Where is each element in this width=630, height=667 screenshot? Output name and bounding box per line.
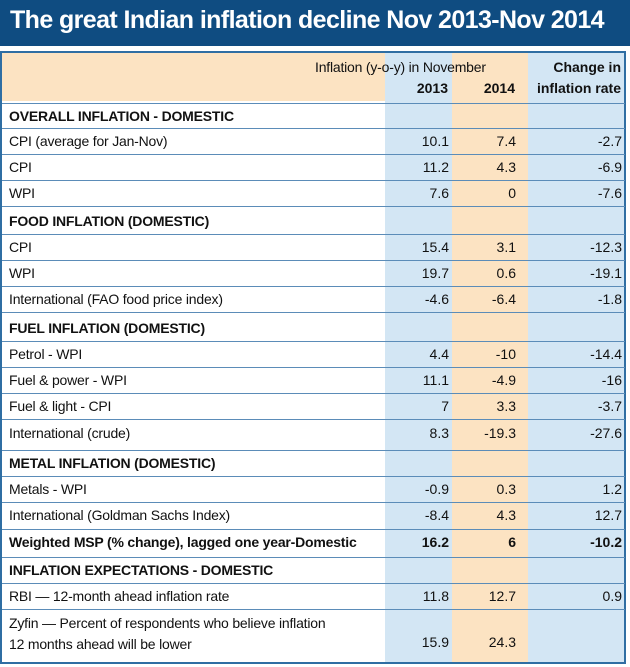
value-change: -7.6 bbox=[597, 185, 622, 201]
value-2014: 12.7 bbox=[488, 588, 516, 604]
value-2013: 10.1 bbox=[421, 133, 449, 149]
row-divider bbox=[2, 260, 625, 261]
value-2014: -6.4 bbox=[491, 291, 516, 307]
header-year-2014: 2014 bbox=[483, 80, 515, 96]
row-label: International (FAO food price index) bbox=[9, 291, 223, 307]
row-divider bbox=[2, 557, 625, 558]
value-change: -1.8 bbox=[597, 291, 622, 307]
row-divider bbox=[2, 583, 625, 584]
value-2014: -10 bbox=[495, 346, 516, 362]
value-2014: 6 bbox=[508, 534, 516, 550]
row-divider bbox=[2, 393, 625, 394]
header-2013-background bbox=[385, 53, 452, 101]
row-label: Fuel & power - WPI bbox=[9, 372, 127, 388]
row-label: Metals - WPI bbox=[9, 481, 87, 497]
row-label: International (Goldman Sachs Index) bbox=[9, 507, 231, 523]
row-divider bbox=[2, 476, 625, 477]
row-divider bbox=[2, 367, 625, 368]
row-label: WPI bbox=[9, 185, 35, 201]
header-change-background bbox=[528, 53, 625, 101]
value-2013: -8.4 bbox=[424, 507, 449, 523]
header-change-line2: inflation rate bbox=[536, 80, 621, 96]
value-change: -3.7 bbox=[597, 398, 622, 414]
row-label: FUEL INFLATION (DOMESTIC) bbox=[9, 320, 205, 336]
value-2013: 11.1 bbox=[422, 372, 449, 388]
row-label: INFLATION EXPECTATIONS - DOMESTIC bbox=[9, 562, 274, 578]
value-2013: 19.7 bbox=[421, 265, 449, 281]
row-label: WPI bbox=[9, 265, 35, 281]
page-title: The great Indian inflation decline Nov 2… bbox=[10, 6, 605, 34]
row-label: METAL INFLATION (DOMESTIC) bbox=[9, 455, 216, 471]
row-divider bbox=[2, 180, 625, 181]
row-label: RBI — 12-month ahead inflation rate bbox=[9, 588, 230, 604]
value-2014: 24.3 bbox=[488, 634, 516, 650]
value-2013: 15.4 bbox=[421, 239, 449, 255]
value-2014: 0.3 bbox=[496, 481, 516, 497]
row-divider bbox=[2, 154, 625, 155]
row-label: Fuel & light - CPI bbox=[9, 398, 112, 414]
value-2013: 11.8 bbox=[422, 588, 449, 604]
value-2013: 16.2 bbox=[421, 534, 449, 550]
value-2013: -0.9 bbox=[424, 481, 449, 497]
row-label: International (crude) bbox=[9, 425, 131, 441]
row-label: CPI (average for Jan-Nov) bbox=[9, 133, 168, 149]
row-label-line2: 12 months ahead will be lower bbox=[9, 636, 192, 652]
value-change: -6.9 bbox=[597, 159, 622, 175]
row-label-line1: Zyfin — Percent of respondents who belie… bbox=[9, 615, 326, 631]
value-2014: -4.9 bbox=[491, 372, 516, 388]
value-2013: 4.4 bbox=[429, 346, 449, 362]
value-2014: 4.3 bbox=[496, 507, 516, 523]
value-change: -27.6 bbox=[590, 425, 622, 441]
value-2013: 7.6 bbox=[429, 185, 449, 201]
value-change: -10.2 bbox=[590, 534, 622, 550]
row-label: OVERALL INFLATION - DOMESTIC bbox=[9, 108, 234, 124]
row-divider bbox=[2, 103, 625, 104]
value-change: -16 bbox=[601, 372, 622, 388]
value-2014: -19.3 bbox=[484, 425, 516, 441]
value-change: -14.4 bbox=[590, 346, 622, 362]
header-change-line1: Change in bbox=[553, 59, 621, 75]
value-change: -12.3 bbox=[590, 239, 622, 255]
value-2014: 0 bbox=[508, 185, 516, 201]
row-label: Weighted MSP (% change), lagged one year… bbox=[9, 534, 357, 550]
value-2014: 7.4 bbox=[496, 133, 516, 149]
value-2014: 3.3 bbox=[496, 398, 516, 414]
value-2014: 3.1 bbox=[496, 239, 516, 255]
header-inflation-label: Inflation (y-o-y) in November bbox=[315, 59, 486, 75]
value-2013: 8.3 bbox=[429, 425, 449, 441]
row-divider bbox=[2, 609, 625, 610]
row-label: CPI bbox=[9, 159, 32, 175]
title-bar: The great Indian inflation decline Nov 2… bbox=[0, 0, 630, 46]
row-divider bbox=[2, 341, 625, 342]
value-2014: 4.3 bbox=[496, 159, 516, 175]
row-label: FOOD INFLATION (DOMESTIC) bbox=[9, 213, 210, 229]
row-divider bbox=[2, 450, 625, 451]
header-year-2013: 2013 bbox=[416, 80, 448, 96]
row-divider bbox=[2, 234, 625, 235]
row-divider bbox=[2, 128, 625, 129]
value-change: -19.1 bbox=[590, 265, 622, 281]
table-frame bbox=[0, 51, 626, 664]
value-change: 1.2 bbox=[602, 481, 622, 497]
value-2013: 7 bbox=[441, 398, 449, 414]
row-divider bbox=[2, 502, 625, 503]
value-2013: 15.9 bbox=[421, 634, 449, 650]
row-label: CPI bbox=[9, 239, 32, 255]
value-2013: 11.2 bbox=[422, 159, 449, 175]
value-change: -2.7 bbox=[597, 133, 622, 149]
row-divider bbox=[2, 206, 625, 207]
value-2014: 0.6 bbox=[496, 265, 516, 281]
header-band bbox=[2, 53, 625, 101]
row-label: Petrol - WPI bbox=[9, 346, 83, 362]
row-divider bbox=[2, 419, 625, 420]
row-divider bbox=[2, 286, 625, 287]
row-divider bbox=[2, 312, 625, 313]
value-change: 12.7 bbox=[594, 507, 622, 523]
value-2013: -4.6 bbox=[424, 291, 449, 307]
value-change: 0.9 bbox=[602, 588, 622, 604]
row-divider bbox=[2, 529, 625, 530]
